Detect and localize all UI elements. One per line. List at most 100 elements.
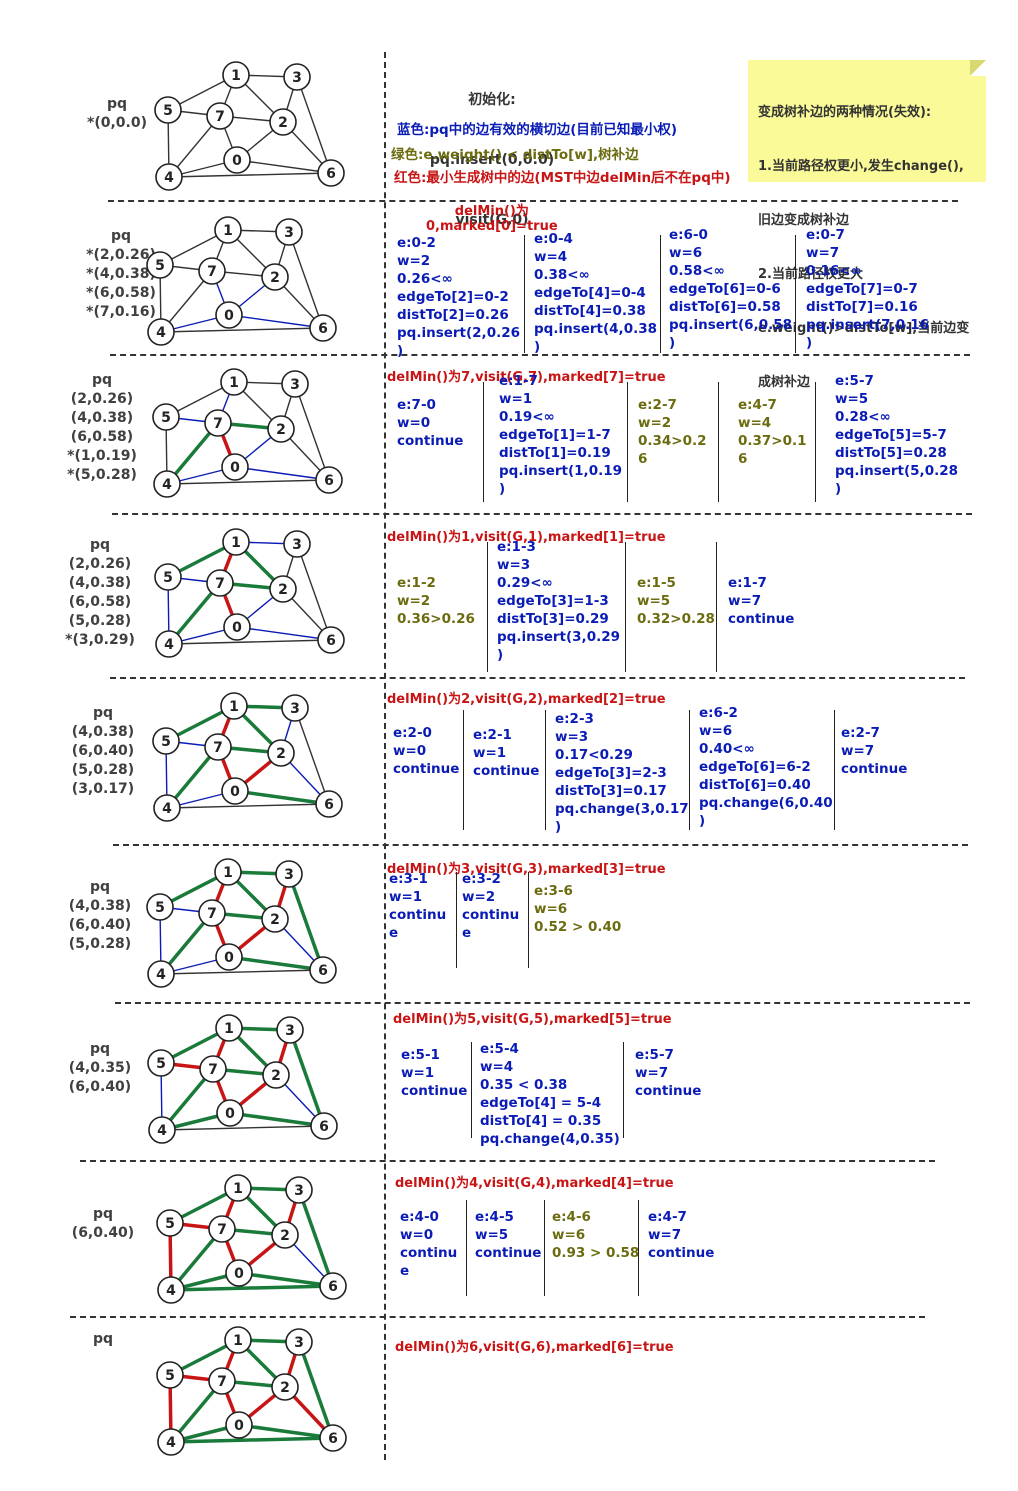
column-line: w=6 bbox=[534, 901, 568, 917]
pq-entry: pq bbox=[89, 1041, 111, 1057]
graph-node-7: 7 bbox=[208, 1215, 236, 1243]
edge-step-column: e:0-4 w=4 0.38<∞ edgeTo[4]=0-4 distTo[4]=0.3… bbox=[534, 230, 657, 356]
graph-edge-4-6 bbox=[166, 479, 330, 485]
column-line: 0.34>0.2 bbox=[638, 433, 707, 449]
pq-entry: (5,0.28) bbox=[68, 936, 132, 952]
node-label: 6 bbox=[328, 1431, 338, 1447]
column-separator bbox=[528, 872, 529, 968]
column-line: w=7 bbox=[841, 743, 875, 759]
node-circle bbox=[147, 960, 175, 988]
row-separator bbox=[70, 1316, 925, 1318]
step-title: delMin()为4,visit(G,4),marked[4]=true bbox=[395, 1176, 674, 1191]
node-circle bbox=[157, 1276, 185, 1304]
graph-node-0: 0 bbox=[223, 613, 251, 641]
pq-entry: (6,0.40) bbox=[68, 1079, 132, 1095]
graph-node-1: 1 bbox=[220, 692, 248, 720]
column-line: e:4-7 bbox=[738, 397, 777, 413]
node-circle bbox=[319, 1424, 347, 1452]
node-label: 5 bbox=[161, 410, 171, 426]
node-label: 1 bbox=[223, 865, 233, 881]
graph-node-7: 7 bbox=[206, 102, 234, 130]
graph-node-3: 3 bbox=[275, 218, 303, 246]
node-label: 4 bbox=[162, 801, 172, 817]
column-line: w=7 bbox=[648, 1227, 682, 1243]
column-line: e:2-1 bbox=[473, 727, 512, 743]
column-separator bbox=[544, 1200, 545, 1296]
pq-label: pq *(2,0.26) *(4,0.38) *(6,0.58) *(7,0.16) bbox=[82, 227, 160, 322]
node-label: 7 bbox=[215, 576, 225, 592]
column-line: ) bbox=[499, 481, 506, 497]
node-circle bbox=[206, 102, 234, 130]
node-circle bbox=[267, 415, 295, 443]
node-label: 2 bbox=[271, 1068, 281, 1084]
graph-node-3: 3 bbox=[285, 1328, 313, 1356]
column-line: e:3-6 bbox=[534, 883, 573, 899]
node-label: 3 bbox=[292, 537, 302, 553]
node-label: 1 bbox=[233, 1181, 243, 1197]
graph: 0 1 2 3 4 5 6 7 bbox=[146, 216, 337, 346]
column-separator bbox=[483, 382, 484, 502]
edge-step-column: e:2-0 w=0 continue bbox=[393, 724, 459, 778]
pq-entry: (6,0.40) bbox=[68, 917, 132, 933]
column-line: e:5-4 bbox=[480, 1041, 519, 1057]
graph-edge-4-6 bbox=[161, 1125, 325, 1131]
pq-entry: pq bbox=[89, 879, 111, 895]
graph-edge-0-6 bbox=[236, 159, 332, 174]
node-circle bbox=[319, 1272, 347, 1300]
edge-step-column: e:5-7 w=7 continue bbox=[635, 1046, 701, 1100]
edge-step-column: e:1-2 w=2 0.36>0.26 bbox=[397, 574, 475, 628]
graph-node-4: 4 bbox=[153, 794, 181, 822]
row-separator bbox=[112, 513, 972, 515]
column-line: continu bbox=[400, 1245, 458, 1261]
column-line: distTo[3]=0.29 bbox=[497, 611, 609, 627]
graph-edge-3-6 bbox=[297, 1189, 335, 1287]
graph-edge-0-6 bbox=[238, 1423, 334, 1440]
graph-node-6: 6 bbox=[317, 159, 345, 187]
graph: 0 1 2 3 4 5 6 7 bbox=[154, 61, 345, 191]
node-circle bbox=[285, 1328, 313, 1356]
node-circle bbox=[215, 1014, 243, 1042]
column-separator bbox=[834, 710, 835, 830]
graph-node-5: 5 bbox=[154, 563, 182, 591]
column-line: e:4-5 bbox=[475, 1209, 514, 1225]
graph-node-3: 3 bbox=[276, 1016, 304, 1044]
column-line: ) bbox=[555, 819, 562, 835]
node-circle bbox=[224, 1174, 252, 1202]
column-line: e:4-6 bbox=[552, 1209, 591, 1225]
column-line: w=4 bbox=[480, 1059, 514, 1075]
column-line: e:6-2 bbox=[699, 705, 738, 721]
node-label: 0 bbox=[232, 620, 242, 636]
column-separator bbox=[815, 382, 816, 502]
graph-node-2: 2 bbox=[262, 1061, 290, 1089]
node-circle bbox=[271, 1373, 299, 1401]
pq-label: pq (2,0.26) (4,0.38) (6,0.58) (5,0.28) *(3,0.… bbox=[61, 536, 139, 650]
column-line: distTo[6]=0.40 bbox=[699, 777, 811, 793]
node-label: 2 bbox=[278, 115, 288, 131]
node-circle bbox=[198, 257, 226, 285]
column-separator bbox=[718, 382, 719, 502]
graph-node-3: 3 bbox=[281, 370, 309, 398]
node-circle bbox=[155, 630, 183, 658]
edge-step-column: e:0-7 w=7 0.16<∞ edgeTo[7]=0-7 distTo[7]=0.1… bbox=[806, 226, 929, 352]
node-label: 4 bbox=[164, 637, 174, 653]
node-circle bbox=[317, 159, 345, 187]
column-line: w=1 bbox=[499, 391, 533, 407]
column-line: e:4-7 bbox=[648, 1209, 687, 1225]
edge-step-column: e:1-5 w=5 0.32>0.28 bbox=[637, 574, 715, 628]
column-line: e:5-7 bbox=[835, 373, 874, 389]
column-line: pq.change(4,0.35) bbox=[480, 1131, 620, 1147]
edge-step-column: e:1-3 w=3 0.29<∞ edgeTo[3]=1-3 distTo[3]=0.2… bbox=[497, 538, 620, 664]
column-line: e:7-0 bbox=[397, 397, 436, 413]
column-line: 0.93 > 0.58 bbox=[552, 1245, 640, 1261]
graph-node-4: 4 bbox=[147, 318, 175, 346]
node-label: 7 bbox=[213, 416, 223, 432]
node-label: 1 bbox=[231, 68, 241, 84]
graph-edge-0-6 bbox=[238, 1271, 334, 1288]
node-circle bbox=[281, 370, 309, 398]
node-circle bbox=[216, 1099, 244, 1127]
column-line: distTo[4]=0.38 bbox=[534, 303, 646, 319]
graph: 0 1 2 3 4 5 6 7 bbox=[146, 858, 337, 988]
column-line: edgeTo[4]=0-4 bbox=[534, 285, 646, 301]
node-circle bbox=[223, 146, 251, 174]
pq-entry: pq bbox=[92, 705, 114, 721]
